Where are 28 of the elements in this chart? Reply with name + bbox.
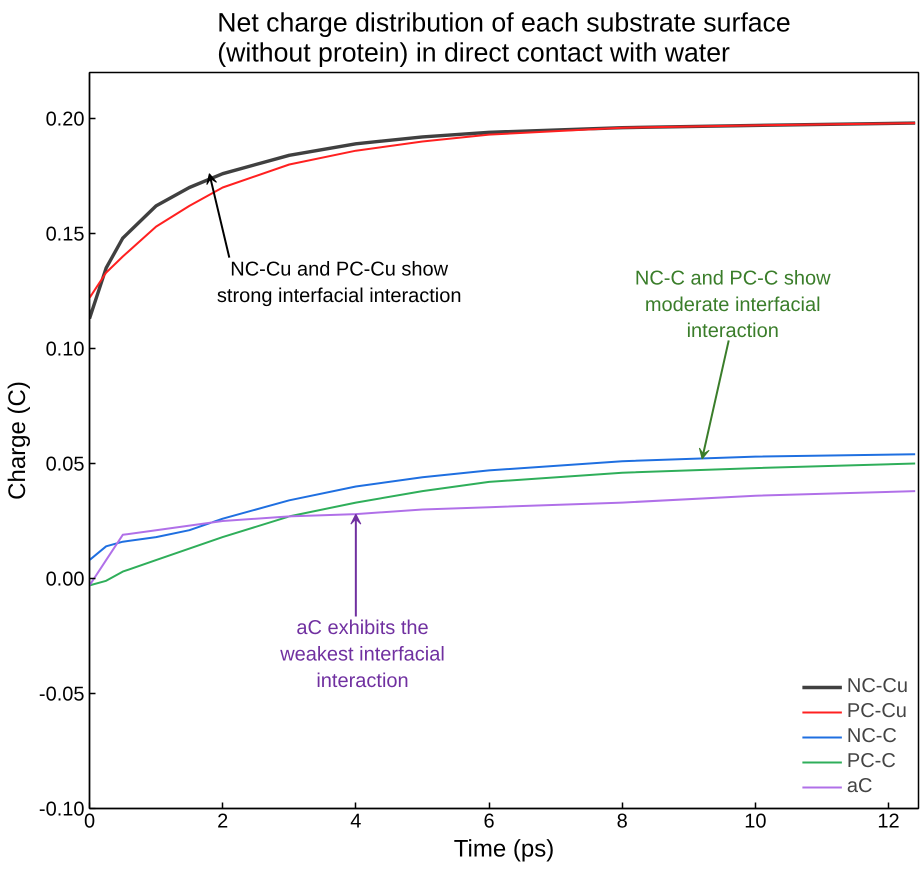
y-tick-label: 0.20 (46, 108, 85, 130)
x-tick-label: 6 (483, 810, 495, 832)
x-tick-label: 8 (616, 810, 628, 832)
line-series (90, 490, 916, 586)
x-tick-label: 0 (84, 810, 96, 832)
annotation: aC exhibits the weakest interfacial interaction (279, 617, 445, 692)
y-tick-label: 0.05 (46, 454, 85, 476)
y-tick-label: 0.00 (46, 568, 85, 590)
legend-label: PC-Cu (846, 700, 907, 723)
x-axis-title: Time (ps) (454, 836, 554, 862)
legend-label: NC-C (846, 725, 897, 748)
annotation: NC-Cu and PC-Cu show strong interfacial interaction (216, 258, 462, 307)
annotation: NC-C and PC-C show moderate interfacial interaction (634, 267, 832, 342)
y-tick-label: 0.10 (46, 338, 85, 360)
y-tick-label: 0.15 (46, 224, 85, 246)
y-tick-label: -0.10 (38, 798, 85, 820)
line-series (90, 453, 916, 562)
legend-label: PC-C (846, 750, 896, 773)
y-tick-label: -0.05 (38, 684, 85, 706)
legend-label: NC-Cu (846, 675, 908, 698)
x-tick-label: 2 (217, 810, 228, 832)
legend-label: aC (846, 775, 872, 798)
y-axis-title: Charge (C) (4, 381, 31, 500)
chart-title: Net charge distribution of each substrate surface (without protein) in direct contact with water (217, 8, 791, 68)
x-tick-label: 4 (350, 810, 362, 832)
x-tick-label: 12 (877, 810, 900, 832)
x-tick-label: 10 (744, 810, 766, 832)
line-series (90, 462, 916, 586)
